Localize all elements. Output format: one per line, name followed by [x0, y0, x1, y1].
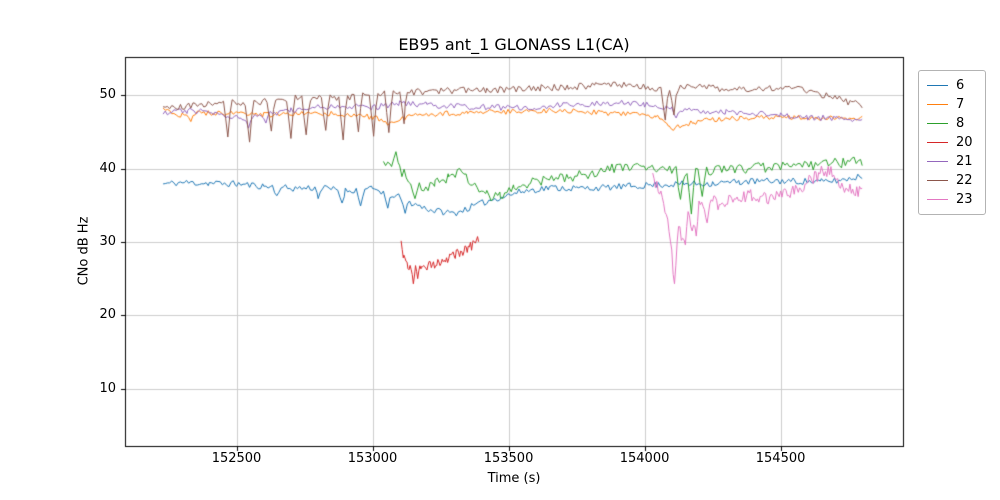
legend-item: 20: [927, 133, 973, 152]
x-tick-label: 154000: [619, 451, 670, 466]
y-tick-label: 10: [99, 380, 116, 396]
legend: 6 7 8 20 21 22 23: [918, 70, 986, 215]
legend-line-sample: [927, 85, 948, 86]
y-tick-label: 30: [99, 233, 116, 249]
chart-title: EB95 ant_1 GLONASS L1(CA): [398, 35, 630, 54]
legend-line-sample: [927, 104, 948, 105]
legend-item: 6: [927, 76, 973, 95]
legend-item: 7: [927, 95, 973, 114]
legend-line-sample: [927, 142, 948, 143]
x-axis-label: Time (s): [487, 471, 541, 486]
legend-item: 22: [927, 171, 973, 190]
legend-label: 21: [956, 154, 973, 169]
x-tick-label: 152500: [211, 451, 262, 466]
y-axis-label: CNo dB Hz: [76, 216, 92, 286]
legend-item: 21: [927, 152, 973, 171]
legend-label: 7: [956, 97, 965, 112]
legend-line-sample: [927, 123, 948, 124]
legend-label: 8: [956, 116, 965, 131]
legend-line-sample: [927, 161, 948, 162]
x-tick-label: 154500: [755, 451, 806, 466]
legend-item: 8: [927, 114, 973, 133]
legend-label: 22: [956, 173, 973, 188]
legend-label: 23: [956, 192, 973, 207]
legend-line-sample: [927, 199, 948, 200]
y-tick-label: 40: [99, 160, 116, 176]
legend-line-sample: [927, 180, 948, 181]
y-tick-label: 50: [99, 87, 116, 103]
legend-label: 20: [956, 135, 973, 150]
x-tick-label: 153500: [483, 451, 534, 466]
legend-item: 23: [927, 190, 973, 209]
y-tick-label: 20: [99, 307, 116, 323]
legend-label: 6: [956, 78, 965, 93]
x-tick-label: 153000: [347, 451, 398, 466]
